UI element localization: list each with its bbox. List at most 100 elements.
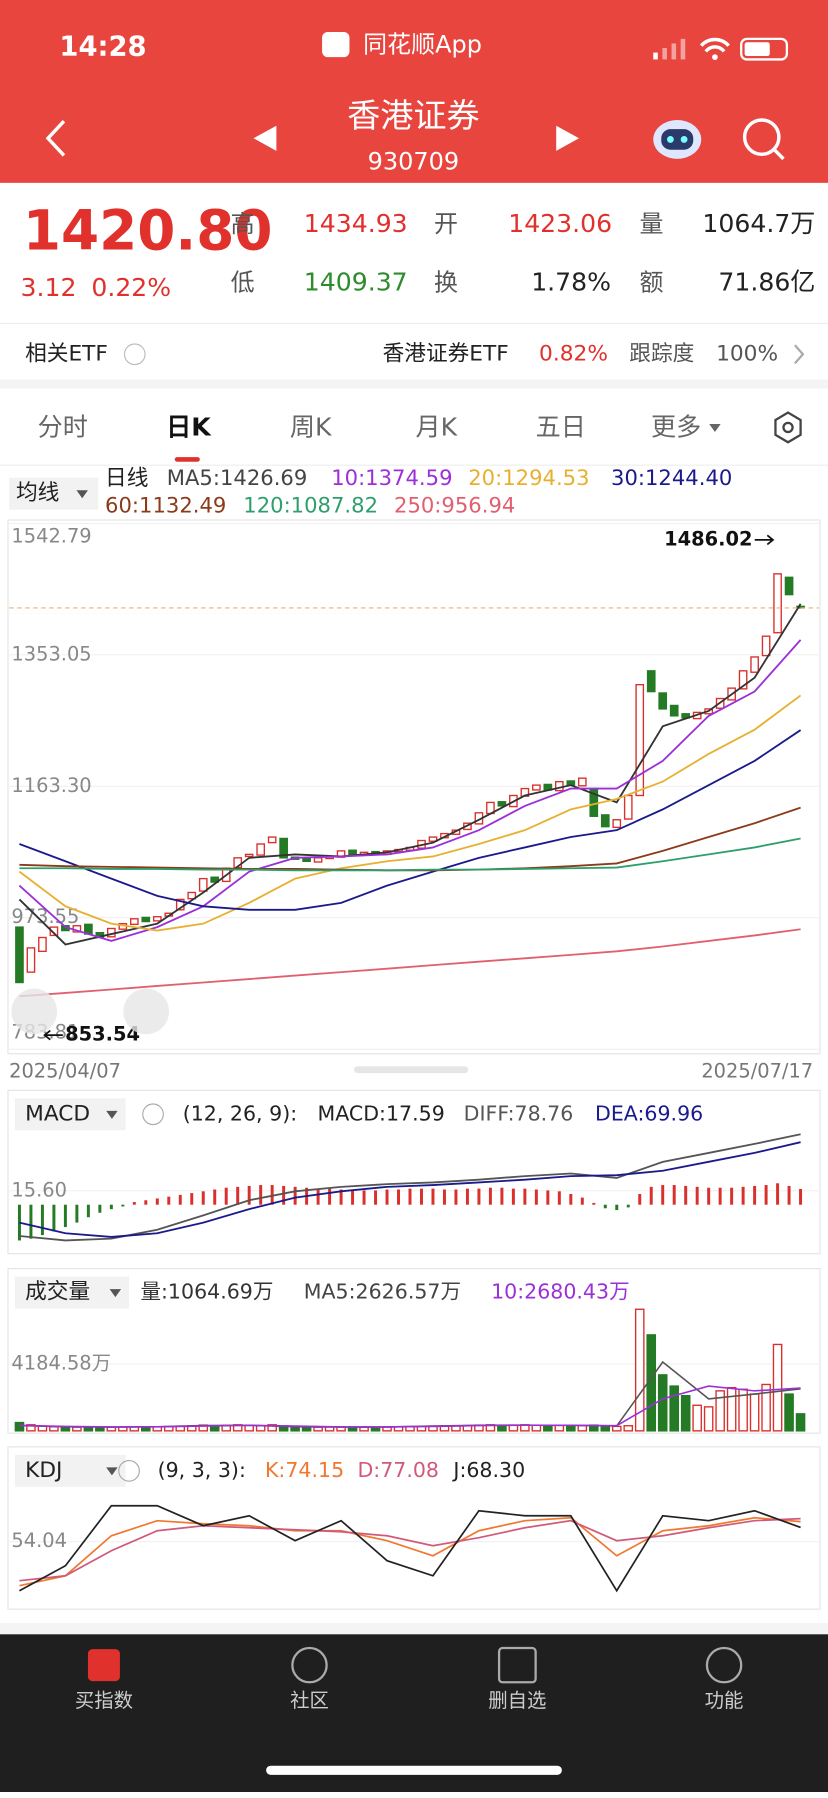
macd-bar [385,1189,389,1205]
etf-name[interactable]: 香港证券ETF [383,341,509,366]
macd-bar [488,1187,492,1205]
legend-entry: 30:1244.40 [611,465,732,490]
candle [577,777,587,787]
candle [141,916,151,923]
field-label: 开 [434,210,458,238]
volume-bar [359,1426,369,1432]
volume-bar [703,1406,714,1432]
tab[interactable]: 五日 [536,413,586,442]
field-value: 71.86亿 [718,267,815,296]
volume-bar [726,1386,737,1432]
volume-bar [95,1426,105,1432]
app-icon [322,32,350,58]
back-button[interactable] [45,119,66,157]
macd-bar [753,1185,757,1205]
etf-label[interactable]: 相关ETF [25,341,108,366]
indicator-line [19,1133,801,1242]
assistant-button[interactable] [653,120,702,159]
volume-bar [761,1383,771,1432]
tab[interactable]: 分时 [38,413,88,442]
y-tick-label: 1542.79 [11,525,91,548]
indicator-selector[interactable]: 成交量 [25,1280,90,1305]
help-icon[interactable] [142,1103,164,1126]
nav-icon[interactable] [497,1646,537,1684]
macd-bar [500,1187,504,1205]
macd-bar [144,1200,148,1205]
candle [26,947,36,973]
tab[interactable]: 月K [415,413,457,442]
dropdown-caret [709,424,721,433]
indicator-selector-bg[interactable] [14,1098,126,1131]
indicator-selector-bg[interactable] [14,1276,130,1309]
volume-bar [83,1426,94,1432]
legend-entry: K:74.15 [265,1458,344,1482]
chevron[interactable] [794,344,805,365]
field-label: 换 [434,268,458,296]
indicator-line [19,928,801,998]
expand-button[interactable] [11,988,58,1035]
indicator-line [19,1516,801,1587]
candle [773,573,782,634]
legend-entry: MA5:2626.57万 [304,1280,461,1304]
y-tick-label: 4184.58万 [11,1351,111,1374]
scrollbar [354,1066,469,1074]
settings-button[interactable] [774,411,802,444]
candle [244,853,254,858]
macd-bar [557,1191,561,1205]
macd-bar [638,1193,642,1205]
candle [612,819,622,829]
macd-bar [534,1189,538,1205]
indicator-selector-bg[interactable] [14,1454,126,1487]
indicator-selector[interactable]: MACD [25,1101,90,1126]
indicator-line [18,603,802,946]
dropdown-caret [76,490,88,499]
stock-code: 930709 [368,147,460,175]
nav-icon[interactable] [87,1649,120,1682]
prev-button[interactable] [253,125,277,151]
macd-bar [511,1188,515,1205]
min-label: 853.54 [65,1023,140,1046]
candle [669,704,679,717]
macd-bar [684,1185,688,1205]
app-name: 同花顺App [363,31,482,59]
ma-selector[interactable]: 均线 [16,481,59,506]
field-value: 1.78% [531,267,611,296]
fullscreen-button[interactable] [123,988,170,1035]
macd-bar [626,1204,630,1208]
candle [129,918,139,926]
candle [554,780,564,792]
tab[interactable]: 周K [290,413,332,442]
volume-bar [600,1425,611,1432]
search-button[interactable] [742,118,785,161]
help-icon[interactable] [118,1460,140,1482]
change-pct: 0.22% [91,273,171,302]
tab[interactable]: 更多 [651,413,701,442]
nav-icon[interactable] [705,1646,743,1684]
macd-bar [592,1202,596,1205]
macd-bar [362,1190,366,1205]
next-button[interactable] [556,125,580,151]
nav-icon[interactable] [291,1646,328,1684]
separator [0,379,828,389]
legend-entry: 120:1087.82 [243,492,378,517]
nav-label[interactable]: 买指数 [75,1689,133,1712]
nav-label[interactable]: 功能 [705,1689,744,1712]
nav-label[interactable]: 删自选 [488,1689,546,1712]
time: 14:28 [59,31,146,62]
y-tick-label: 1163.30 [11,774,91,797]
candle [267,836,277,844]
panel-frame [7,519,821,1055]
macd-bar [408,1188,412,1205]
candle [210,876,220,883]
macd-bar [787,1185,791,1205]
volume-bar [623,1425,634,1432]
tab-active[interactable]: 日K [166,413,212,442]
indicator-selector[interactable]: KDJ [25,1458,62,1483]
candle [635,683,645,797]
candle [761,635,771,657]
nav-label[interactable]: 社区 [290,1689,329,1712]
macd-bar [695,1186,699,1205]
help-icon[interactable] [123,343,146,366]
y-tick-label: 15.60 [11,1178,67,1201]
